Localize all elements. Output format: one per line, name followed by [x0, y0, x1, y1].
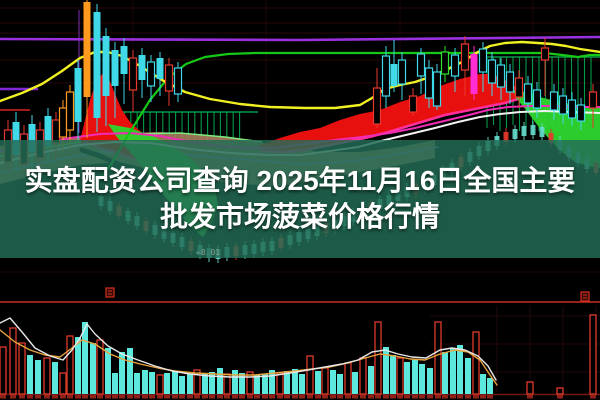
volume-bars-layer [0, 314, 597, 399]
headline-overlay: 实盘配资公司查询 2025年11月16日全国主要 批发市场菠菜价格行情 [0, 140, 600, 258]
headline-line-2: 批发市场菠菜价格行情 [159, 201, 440, 232]
flag-icons-layer [105, 287, 590, 302]
price-marker-label: ←8.01 [196, 248, 221, 257]
volume-ma-layer [0, 317, 498, 386]
headline-line-1: 实盘配资公司查询 2025年11月16日全国主要 [24, 165, 576, 196]
